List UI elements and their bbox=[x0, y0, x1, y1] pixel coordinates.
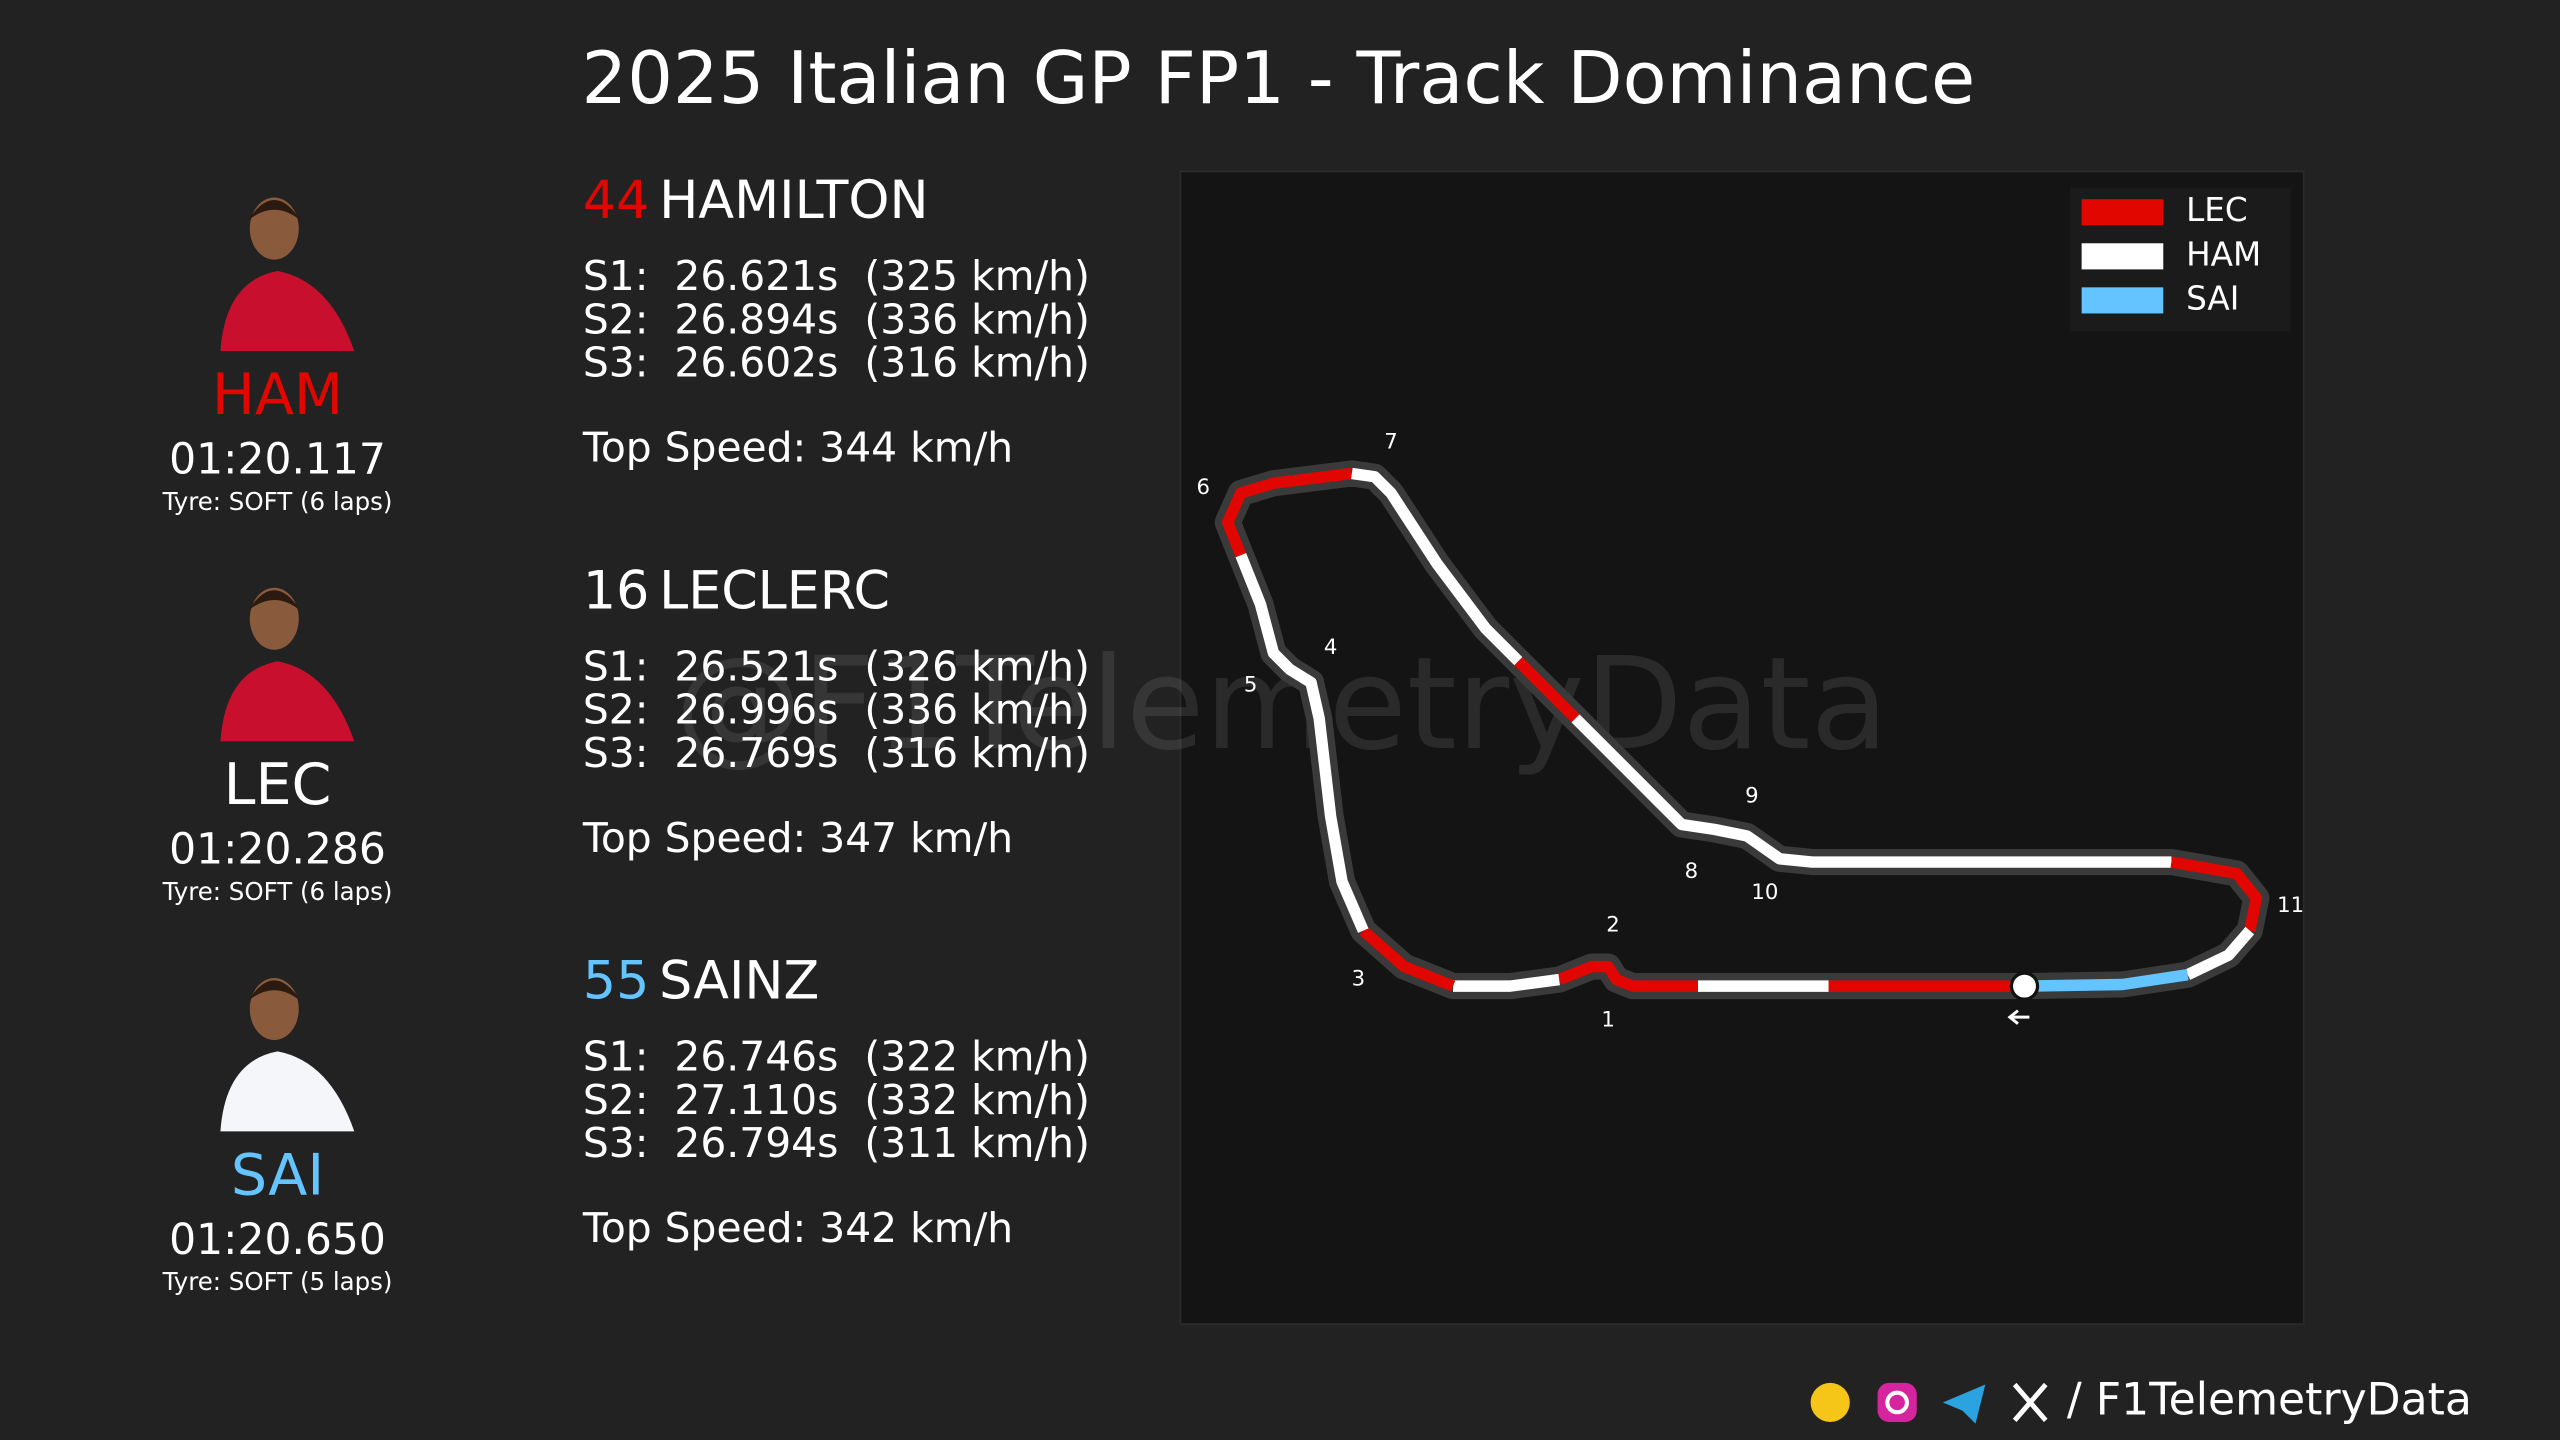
driver-photo-head bbox=[249, 977, 299, 1040]
legend-label: LEC bbox=[2186, 191, 2248, 229]
driver-code: SAI bbox=[231, 1142, 324, 1208]
track-panel bbox=[1179, 170, 2305, 1325]
corner-label: 10 bbox=[1751, 880, 1778, 905]
tyre-info: Tyre: SOFT (6 laps) bbox=[162, 877, 393, 906]
sector-time: S1: 26.621s (325 km/h) bbox=[583, 252, 1090, 300]
driver-code: LEC bbox=[224, 752, 332, 818]
track-segment bbox=[1557, 960, 1698, 992]
sector-time: S3: 26.602s (316 km/h) bbox=[583, 339, 1090, 387]
corner-label: 4 bbox=[1324, 635, 1338, 660]
corner-label: 9 bbox=[1745, 784, 1759, 809]
legend-swatch bbox=[2081, 199, 2164, 226]
driver-name: SAINZ bbox=[659, 951, 819, 1011]
title: 2025 Italian GP FP1 - Track Dominance bbox=[582, 36, 1976, 120]
legend-label: HAM bbox=[2186, 235, 2261, 273]
lap-time: 01:20.286 bbox=[169, 826, 386, 875]
track-segment bbox=[1571, 714, 2172, 868]
driver-photo-hair bbox=[248, 200, 301, 221]
social-icons bbox=[1810, 1382, 2048, 1424]
lap-time: 01:20.650 bbox=[169, 1216, 386, 1265]
sector-time: S3: 26.769s (316 km/h) bbox=[583, 729, 1090, 777]
icon-telegram[interactable] bbox=[1942, 1384, 1986, 1424]
sector-time: S2: 26.996s (336 km/h) bbox=[583, 686, 1090, 734]
driver-number: 16 bbox=[583, 561, 649, 621]
driver-photo-body bbox=[220, 661, 355, 742]
start-finish bbox=[2009, 971, 2040, 1001]
corner-label: 5 bbox=[1244, 673, 1258, 698]
track-segment bbox=[2170, 856, 2263, 932]
sector-time: S1: 26.521s (326 km/h) bbox=[583, 642, 1090, 690]
top-speed: Top Speed: 342 km/h bbox=[582, 1204, 1013, 1252]
corner-label: 2 bbox=[1606, 913, 1620, 938]
driver-number: 55 bbox=[583, 951, 649, 1011]
track-segment bbox=[1235, 552, 1369, 933]
icon-instagram-lens bbox=[1885, 1390, 1909, 1415]
corner-label: 7 bbox=[1384, 429, 1398, 454]
tyre-info: Tyre: SOFT (5 laps) bbox=[162, 1267, 393, 1296]
legend-label: SAI bbox=[2186, 279, 2239, 317]
track-segment bbox=[1359, 926, 1456, 992]
tyre-info: Tyre: SOFT (6 laps) bbox=[162, 487, 393, 516]
corner-label: 8 bbox=[1685, 859, 1699, 884]
corner-label: 6 bbox=[1197, 475, 1211, 500]
driver-photo-body bbox=[220, 1051, 355, 1132]
track-segment bbox=[2185, 926, 2255, 980]
corner-label: 3 bbox=[1352, 967, 1366, 992]
driver-photo-hair bbox=[248, 590, 301, 611]
track-segment bbox=[1222, 467, 1353, 558]
driver-name: HAMILTON bbox=[659, 171, 929, 231]
top-speed: Top Speed: 347 km/h bbox=[582, 814, 1013, 862]
driver-photo-head bbox=[249, 587, 299, 650]
track-segment bbox=[1453, 973, 1560, 992]
driver-photo-hair bbox=[248, 980, 301, 1001]
driver-photo-head bbox=[249, 197, 299, 260]
sector-time: S3: 26.794s (311 km/h) bbox=[583, 1119, 1090, 1167]
footer-handle: / F1TelemetryData bbox=[2067, 1374, 2472, 1425]
legend-swatch bbox=[2081, 243, 2164, 270]
sector-time: S1: 26.746s (322 km/h) bbox=[583, 1033, 1090, 1081]
track-segment bbox=[2024, 969, 2189, 992]
track-segment bbox=[1514, 657, 1580, 723]
driver-code: HAM bbox=[212, 362, 343, 428]
icon-instagram[interactable] bbox=[1877, 1382, 1917, 1423]
driver-name: LECLERC bbox=[659, 561, 890, 621]
top-speed: Top Speed: 344 km/h bbox=[582, 424, 1013, 472]
sector-time: S2: 26.894s (336 km/h) bbox=[583, 295, 1090, 343]
track-segment bbox=[1351, 467, 1523, 666]
icon-coffee[interactable] bbox=[1810, 1382, 1850, 1423]
icon-x[interactable] bbox=[2012, 1382, 2048, 1423]
lap-time: 01:20.117 bbox=[169, 436, 386, 485]
direction-arrow bbox=[2007, 1009, 2030, 1025]
corner-label: 11 bbox=[2277, 893, 2304, 918]
corner-label: 1 bbox=[1601, 1007, 1615, 1032]
legend-swatch bbox=[2081, 287, 2164, 314]
driver-number: 44 bbox=[583, 171, 649, 231]
sector-time: S2: 27.110s (332 km/h) bbox=[583, 1076, 1090, 1124]
driver-photo-body bbox=[220, 271, 355, 352]
